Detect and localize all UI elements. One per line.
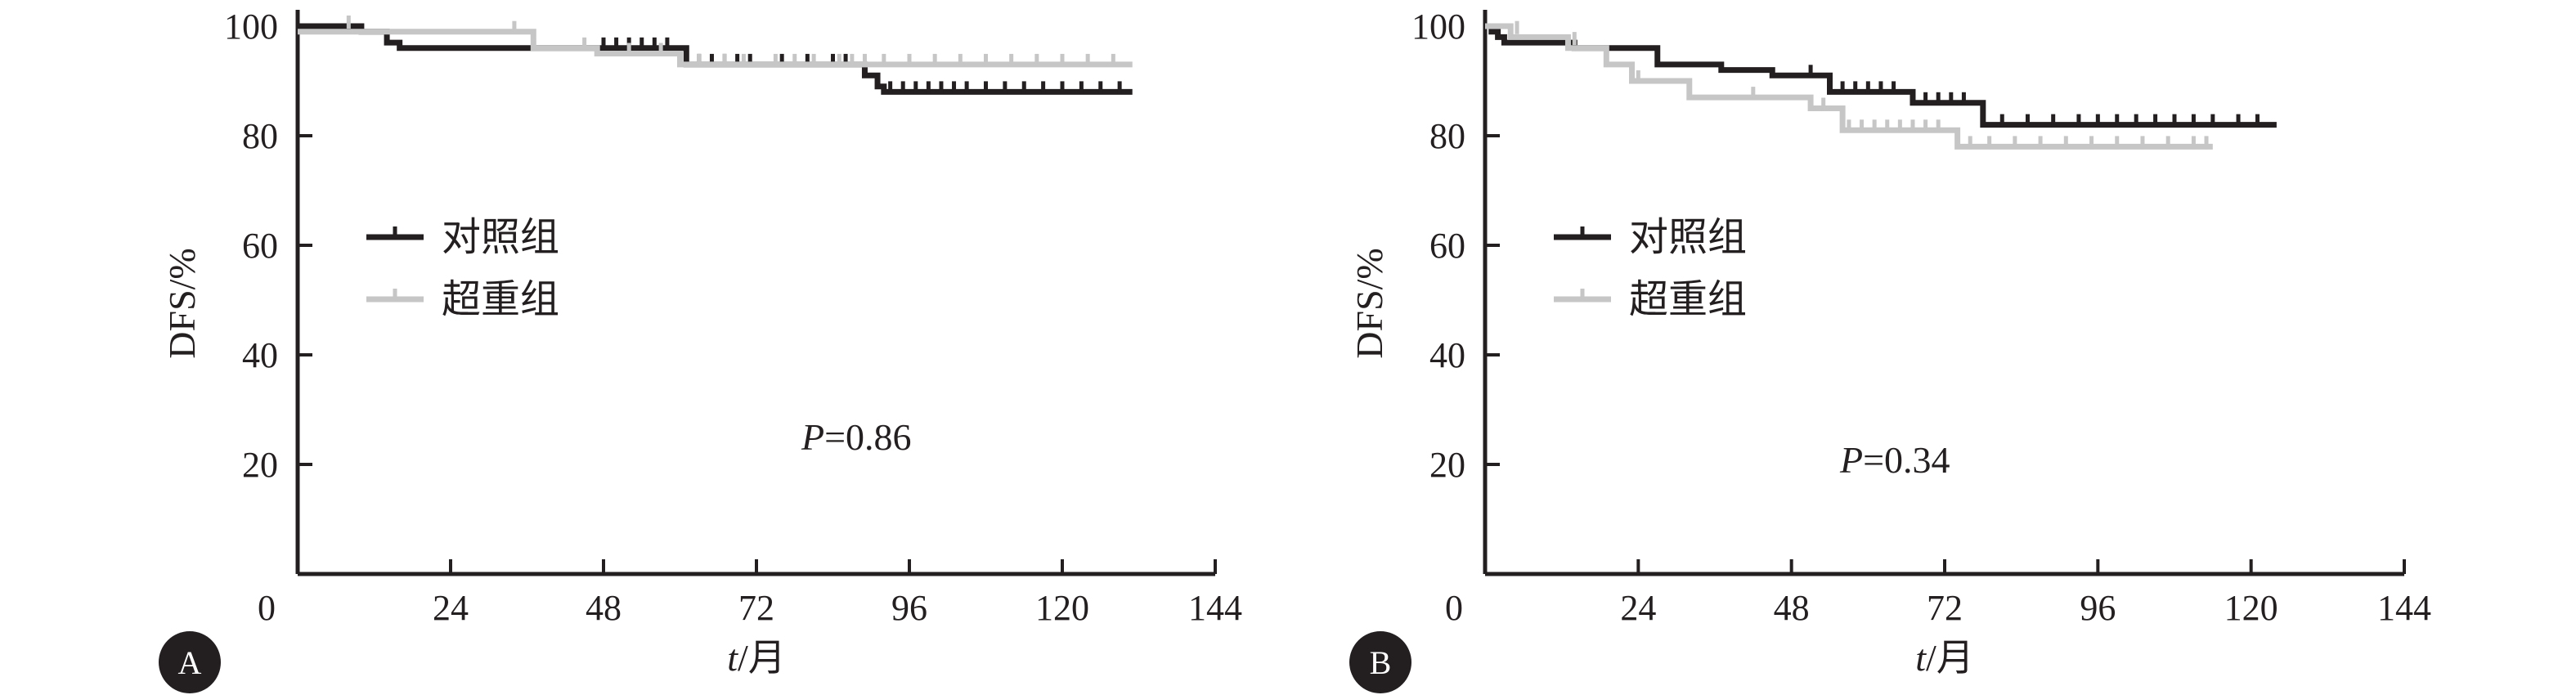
- x-tick-label: 120: [1035, 588, 1089, 628]
- y-tick-label: 40: [1429, 335, 1465, 375]
- x-tick-label: 72: [1927, 588, 1963, 628]
- y-tick-label: 100: [224, 7, 278, 47]
- x-tick-label: 72: [738, 588, 774, 628]
- series-overweight: [298, 16, 1133, 68]
- y-tick-label: 100: [1411, 7, 1465, 47]
- x-tick-label: 24: [433, 588, 469, 628]
- x-tick-label: 96: [891, 588, 927, 628]
- legend-label: 对照组: [442, 216, 559, 259]
- x-axis-title-italic: t: [727, 637, 738, 679]
- series-control: [1485, 23, 2277, 128]
- panel-letter: A: [178, 644, 202, 681]
- survival-curve-line: [298, 29, 1133, 68]
- x-tick-label: 48: [1774, 588, 1810, 628]
- y-tick-label: 80: [1429, 116, 1465, 156]
- series-overweight: [1485, 20, 2213, 150]
- x-tick-label: 96: [2080, 588, 2116, 628]
- panel-letter-badge: [1349, 631, 1411, 693]
- p-value-annotation: P=0.34: [1839, 439, 1950, 481]
- x-tick-label: 48: [586, 588, 622, 628]
- x-axis-title: t/月: [1915, 637, 1974, 679]
- series-control: [298, 23, 1133, 95]
- p-value-annotation: P=0.86: [801, 416, 912, 458]
- survival-curve-line: [298, 23, 1133, 95]
- legend-label: 对照组: [1629, 216, 1747, 259]
- legend-label: 超重组: [1629, 278, 1747, 321]
- x-axis-title-unit: /月: [738, 637, 786, 679]
- y-tick-label: 20: [1429, 445, 1465, 485]
- panel-a: 0 24 48 72 96 120 144 20 40 60 80 100 DFS/% t/月 对照组超重组…: [159, 7, 1242, 693]
- x-tick-label: 0: [1445, 588, 1463, 628]
- legend-label: 超重组: [442, 278, 559, 321]
- y-tick-label: 80: [242, 116, 278, 156]
- p-value-italic: P: [801, 416, 824, 458]
- x-tick-label: 0: [258, 588, 276, 628]
- survival-curve-line: [1485, 23, 2277, 128]
- survival-curve-line: [1485, 23, 2213, 150]
- panel-letter: B: [1370, 644, 1392, 681]
- y-axis-title: DFS/%: [1349, 248, 1390, 358]
- panel-b: 0 24 48 72 96 120 144 20 40 60 80 100 DFS/% t/月 对照组超重组…: [1349, 7, 2431, 693]
- y-tick-label: 60: [242, 226, 278, 266]
- x-axis-title-unit: /月: [1926, 637, 1974, 679]
- x-tick-label: 144: [1188, 588, 1242, 628]
- y-axis-title: DFS/%: [161, 248, 203, 358]
- x-axis-title-italic: t: [1915, 637, 1927, 679]
- y-tick-label: 60: [1429, 226, 1465, 266]
- y-tick-label: 20: [242, 445, 278, 485]
- panel-letter-badge: [159, 631, 221, 693]
- x-axis-title: t/月: [727, 637, 786, 679]
- p-value-italic: P: [1839, 439, 1863, 481]
- p-value-number: =0.34: [1863, 439, 1950, 481]
- x-tick-label: 120: [2224, 588, 2278, 628]
- x-tick-label: 144: [2377, 588, 2431, 628]
- x-tick-label: 24: [1620, 588, 1656, 628]
- p-value-number: =0.86: [824, 416, 911, 458]
- y-tick-label: 40: [242, 335, 278, 375]
